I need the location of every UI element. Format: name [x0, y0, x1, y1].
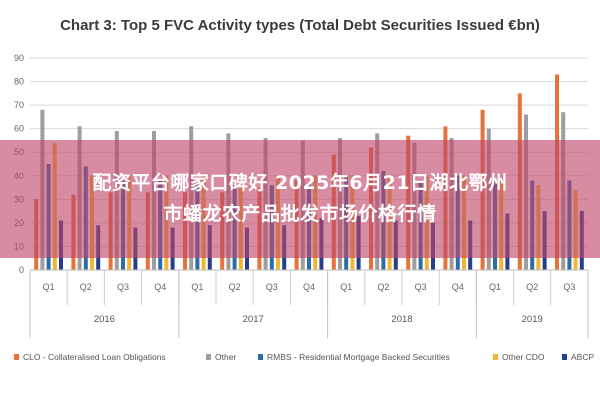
y-tick-label: 60 [14, 124, 24, 134]
legend-label: Other CDO [502, 352, 545, 362]
banner-line-1: 配资平台哪家口碑好 2025年6月21日湖北鄂州 [92, 172, 508, 194]
x-tick-label: Q4 [303, 282, 315, 292]
x-axis: Q1 Q2 Q3 Q4 Q1 Q2 Q3 Q4 Q1 Q2 Q3 Q4 Q1 Q2 Q3 2016 2017 20… [29, 269, 589, 338]
legend-label: RMBS - Residential Mortgage Backed Secur… [267, 352, 450, 362]
x-tick-label: Q2 [229, 282, 241, 292]
legend-swatch [562, 354, 567, 360]
legend-label: ABCP [571, 352, 594, 362]
x-tick-label: Q2 [526, 282, 538, 292]
legend-swatch [206, 354, 211, 360]
x-tick-label: Q1 [191, 282, 203, 292]
year-label: 2019 [522, 314, 543, 325]
legend-label: CLO - Collateralised Loan Obligations [23, 352, 166, 362]
x-tick-label: Q1 [340, 282, 352, 292]
year-label: 2018 [391, 314, 412, 325]
banner-line-2: 市蟠龙农产品批发市场价格行情 [163, 203, 437, 225]
x-tick-label: Q3 [266, 282, 278, 292]
legend-label: Other [215, 352, 236, 362]
year-label: 2016 [94, 314, 115, 325]
x-tick-label: Q3 [117, 282, 129, 292]
x-tick-label: Q4 [452, 282, 464, 292]
watermark-banner: 配资平台哪家口碑好 2025年6月21日湖北鄂州 市蟠龙农产品批发市场价格行情 [0, 140, 600, 258]
y-tick-label: 90 [14, 53, 24, 63]
legend-swatch [493, 354, 498, 360]
y-tick-label: 80 [14, 77, 24, 87]
legend-swatch [258, 354, 263, 360]
y-tick-label: 0 [19, 265, 24, 275]
y-tick-label: 70 [14, 100, 24, 110]
x-tick-label: Q1 [489, 282, 501, 292]
x-tick-label: Q3 [563, 282, 575, 292]
legend: CLO - Collateralised Loan Obligations Oth… [14, 352, 594, 362]
x-tick-label: Q4 [154, 282, 166, 292]
x-tick-label: Q3 [415, 282, 427, 292]
chart-title: Chart 3: Top 5 FVC Activity types (Total… [60, 17, 540, 34]
x-tick-label: Q1 [43, 282, 55, 292]
x-tick-label: Q2 [80, 282, 92, 292]
year-label: 2017 [243, 314, 264, 325]
legend-swatch [14, 354, 19, 360]
x-tick-label: Q2 [377, 282, 389, 292]
